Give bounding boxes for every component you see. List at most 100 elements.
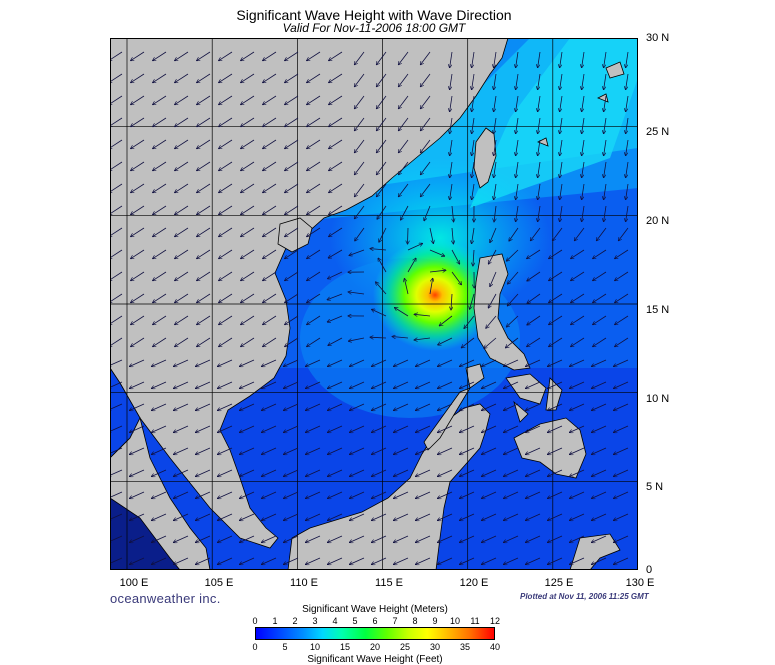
direction-arrow bbox=[613, 557, 629, 565]
direction-arrow bbox=[437, 491, 453, 499]
direction-arrow bbox=[437, 359, 453, 367]
direction-arrow bbox=[450, 161, 453, 178]
direction-arrow bbox=[398, 51, 409, 65]
direction-arrow bbox=[307, 271, 321, 281]
direction-arrow bbox=[348, 337, 365, 341]
direction-arrow bbox=[175, 205, 189, 215]
direction-arrow bbox=[307, 117, 321, 127]
direction-arrow bbox=[217, 535, 233, 543]
direction-arrow bbox=[219, 73, 233, 83]
direction-arrow bbox=[173, 381, 189, 389]
direction-arrow bbox=[450, 139, 453, 156]
direction-arrow bbox=[459, 359, 475, 367]
direction-arrow bbox=[285, 227, 299, 237]
direction-arrow bbox=[371, 359, 387, 367]
direction-arrow bbox=[569, 491, 585, 499]
direction-arrow bbox=[285, 139, 299, 149]
lat-label: 10 N bbox=[646, 393, 670, 405]
colorbar-title-meters: Significant Wave Height (Meters) bbox=[302, 604, 448, 615]
direction-arrow bbox=[307, 315, 321, 325]
direction-arrow bbox=[582, 95, 585, 112]
direction-arrow bbox=[329, 95, 343, 105]
direction-arrow bbox=[195, 557, 211, 565]
direction-arrow bbox=[393, 359, 409, 367]
direction-arrow bbox=[371, 513, 387, 521]
direction-arrow bbox=[283, 425, 299, 433]
direction-arrow bbox=[415, 447, 431, 455]
direction-arrow bbox=[241, 271, 255, 281]
direction-arrow bbox=[398, 73, 409, 87]
direction-arrow bbox=[173, 403, 189, 411]
direction-arrow bbox=[197, 293, 211, 303]
direction-arrow bbox=[283, 469, 299, 477]
direction-arrow bbox=[525, 447, 541, 455]
direction-arrow bbox=[195, 491, 211, 499]
direction-arrow bbox=[481, 359, 497, 367]
direction-arrow bbox=[175, 293, 189, 303]
direction-arrow bbox=[241, 315, 255, 325]
direction-arrow bbox=[378, 258, 387, 273]
direction-arrow bbox=[569, 425, 585, 433]
direction-arrow bbox=[197, 337, 211, 347]
direction-arrow bbox=[131, 161, 145, 171]
direction-arrow bbox=[407, 258, 416, 273]
direction-arrow bbox=[217, 469, 233, 477]
direction-arrow bbox=[569, 359, 585, 367]
direction-arrow bbox=[151, 469, 167, 477]
colorbar-tick: 10 bbox=[309, 642, 320, 652]
direction-arrow bbox=[437, 535, 453, 543]
direction-arrow bbox=[429, 227, 433, 244]
direction-arrow bbox=[398, 183, 409, 197]
direction-arrow bbox=[472, 139, 475, 156]
direction-arrow bbox=[195, 535, 211, 543]
direction-arrow bbox=[355, 227, 365, 241]
direction-arrow bbox=[525, 513, 541, 521]
direction-arrow bbox=[131, 205, 145, 215]
direction-arrow bbox=[626, 51, 629, 68]
direction-arrow bbox=[593, 293, 607, 303]
direction-arrow bbox=[604, 139, 607, 156]
direction-arrow bbox=[151, 425, 167, 433]
direction-arrow bbox=[591, 513, 607, 521]
direction-arrow bbox=[175, 271, 189, 281]
lat-label: 5 N bbox=[646, 481, 664, 493]
direction-arrow bbox=[604, 73, 607, 90]
direction-arrow bbox=[328, 271, 343, 279]
direction-arrow bbox=[429, 249, 445, 256]
colorbar-tick: 2 bbox=[292, 616, 298, 626]
direction-arrow bbox=[401, 205, 409, 220]
direction-arrow bbox=[131, 293, 145, 303]
direction-arrow bbox=[506, 249, 519, 261]
direction-arrow bbox=[354, 161, 365, 175]
direction-arrow bbox=[354, 205, 365, 219]
lat-label: 15 N bbox=[646, 304, 670, 316]
direction-arrow bbox=[153, 293, 167, 303]
direction-arrow bbox=[129, 403, 145, 411]
direction-arrow bbox=[503, 469, 519, 477]
direction-arrow bbox=[494, 183, 497, 200]
direction-arrow bbox=[398, 161, 409, 175]
direction-arrow bbox=[239, 469, 255, 477]
lon-label: 115 E bbox=[375, 577, 403, 589]
direction-arrow bbox=[131, 51, 145, 61]
direction-arrow bbox=[370, 249, 387, 250]
direction-arrow bbox=[450, 183, 453, 200]
direction-arrow bbox=[429, 278, 433, 295]
direction-arrow bbox=[285, 117, 299, 127]
direction-arrow bbox=[547, 425, 563, 433]
direction-arrow bbox=[131, 73, 145, 83]
direction-arrow bbox=[525, 403, 541, 411]
direction-arrow bbox=[527, 315, 541, 325]
direction-arrow bbox=[604, 51, 607, 68]
direction-arrow bbox=[503, 557, 519, 565]
direction-arrow bbox=[110, 513, 123, 521]
direction-arrow bbox=[488, 249, 497, 264]
direction-arrow bbox=[470, 293, 475, 309]
direction-arrow bbox=[263, 293, 277, 303]
direction-arrow bbox=[110, 469, 123, 477]
direction-arrow bbox=[538, 161, 541, 178]
direction-arrow bbox=[509, 227, 519, 241]
direction-arrow bbox=[197, 73, 211, 83]
direction-arrow bbox=[153, 337, 167, 347]
colorbar-tick: 11 bbox=[470, 616, 480, 626]
